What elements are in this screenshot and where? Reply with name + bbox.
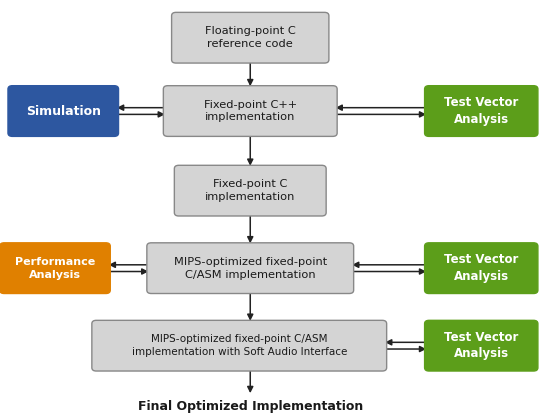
Text: Fixed-point C++
implementation: Fixed-point C++ implementation xyxy=(204,100,297,122)
FancyBboxPatch shape xyxy=(425,243,538,293)
Text: Floating-point C
reference code: Floating-point C reference code xyxy=(205,26,296,49)
Text: Simulation: Simulation xyxy=(26,104,101,118)
Text: Test Vector
Analysis: Test Vector Analysis xyxy=(444,331,519,360)
FancyBboxPatch shape xyxy=(425,320,538,371)
Text: Fixed-point C
implementation: Fixed-point C implementation xyxy=(205,179,295,202)
Text: Final Optimized Implementation: Final Optimized Implementation xyxy=(138,400,363,413)
FancyBboxPatch shape xyxy=(174,165,326,216)
Text: MIPS-optimized fixed-point C/ASM
implementation with Soft Audio Interface: MIPS-optimized fixed-point C/ASM impleme… xyxy=(131,334,347,357)
Text: Test Vector
Analysis: Test Vector Analysis xyxy=(444,253,519,283)
FancyBboxPatch shape xyxy=(8,85,119,137)
FancyBboxPatch shape xyxy=(147,243,354,293)
FancyBboxPatch shape xyxy=(92,320,387,371)
FancyBboxPatch shape xyxy=(172,12,329,63)
FancyBboxPatch shape xyxy=(163,85,337,137)
Text: Performance
Analysis: Performance Analysis xyxy=(15,257,95,279)
FancyBboxPatch shape xyxy=(425,85,538,137)
Text: Test Vector
Analysis: Test Vector Analysis xyxy=(444,96,519,126)
FancyBboxPatch shape xyxy=(0,243,110,293)
Text: MIPS-optimized fixed-point
C/ASM implementation: MIPS-optimized fixed-point C/ASM impleme… xyxy=(174,257,327,279)
